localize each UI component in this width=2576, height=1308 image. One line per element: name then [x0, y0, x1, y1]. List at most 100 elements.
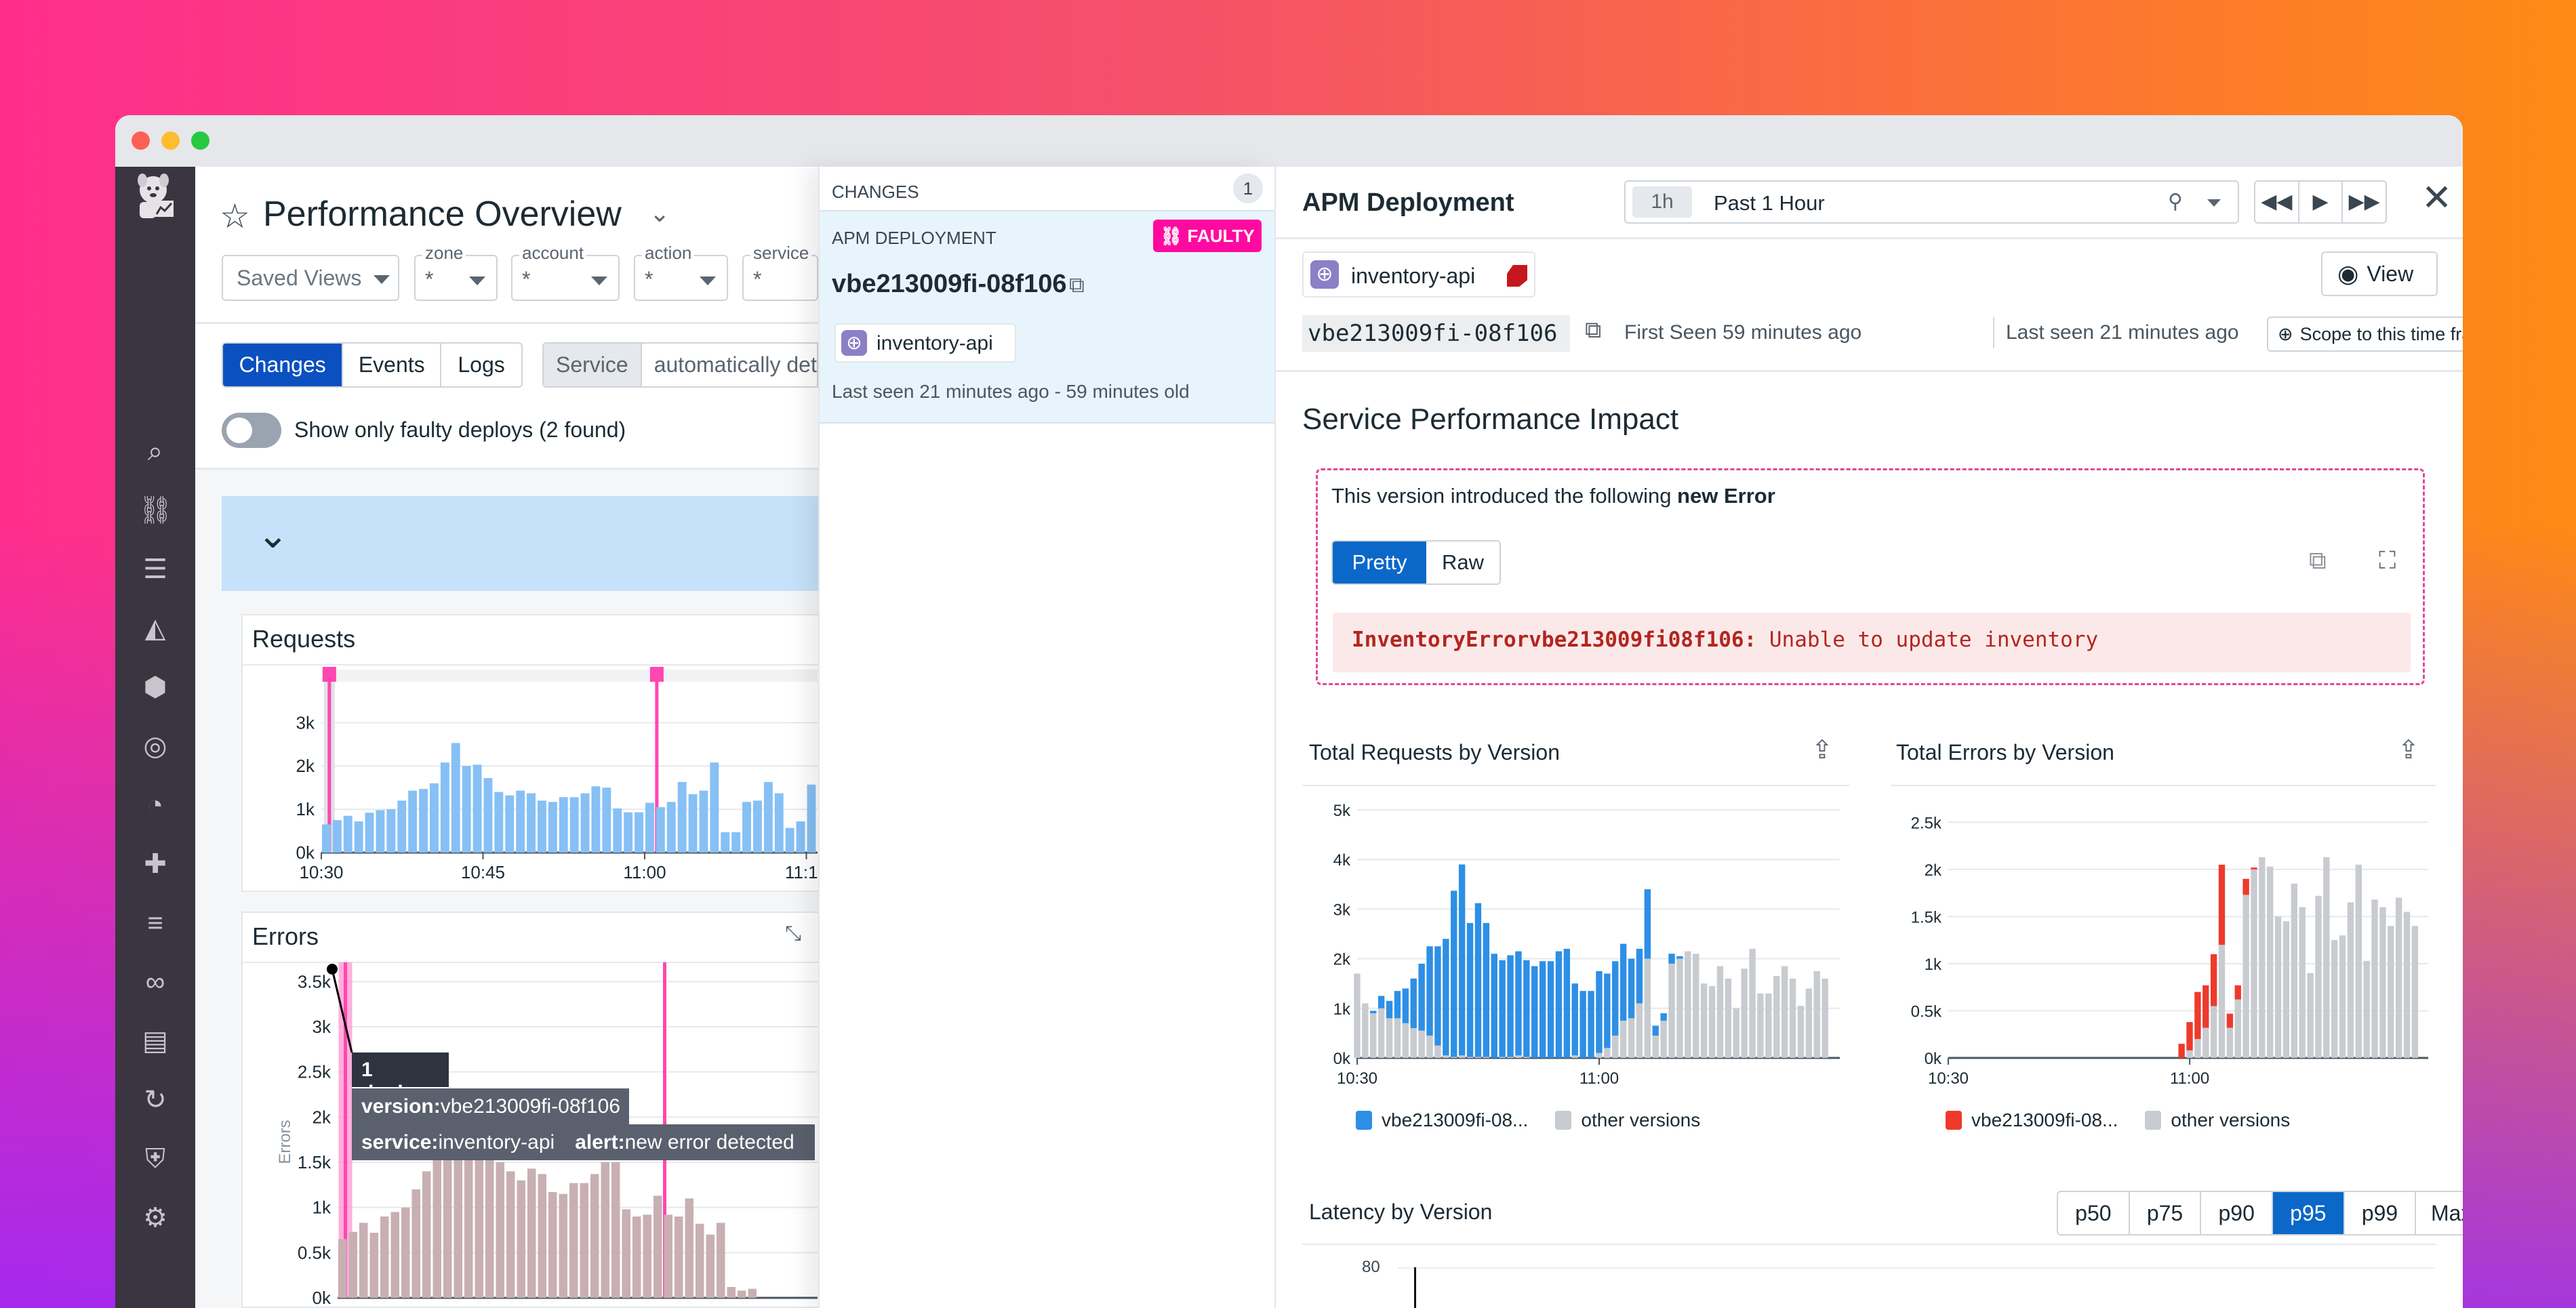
bar	[527, 1168, 536, 1298]
change-item[interactable]: APM DEPLOYMENT ⛓ FAULTY vbe213009fi-08f1…	[820, 210, 1276, 424]
bar-new-version	[1386, 1000, 1393, 1019]
collapse-chevron-icon[interactable]: ⌄	[257, 513, 289, 556]
link-icon[interactable]: ∞	[145, 967, 165, 997]
export-icon[interactable]: ⇪	[2398, 736, 2419, 764]
bar	[559, 797, 568, 853]
filter-icon[interactable]: ≡	[147, 908, 163, 938]
bar	[643, 1214, 651, 1298]
bar	[727, 1287, 736, 1298]
expand-icon[interactable]: ⛶	[2379, 546, 2396, 574]
gear-icon[interactable]: ⚙	[143, 1203, 167, 1233]
close-panel-icon[interactable]: ✕	[2421, 178, 2453, 218]
service-filter-label: Service	[544, 344, 642, 386]
legend-swatch	[1555, 1111, 1572, 1130]
fast-forward-icon[interactable]: ▶▶	[2348, 190, 2380, 213]
target-icon[interactable]: ◎	[143, 731, 167, 761]
close-window-button[interactable]	[132, 131, 150, 150]
bar-other-versions	[2299, 907, 2306, 1058]
percentile-p95[interactable]: p95	[2273, 1192, 2345, 1234]
faulty-deploys-toggle[interactable]	[222, 413, 281, 448]
search-icon[interactable]: ⌕	[147, 436, 163, 466]
tab-events[interactable]: Events	[343, 344, 442, 386]
filter-value: *	[753, 267, 762, 291]
bar	[632, 1217, 641, 1298]
filter-action[interactable]: action *	[634, 243, 728, 301]
filter-zone[interactable]: zone *	[414, 243, 498, 301]
filter-service[interactable]: service *	[742, 243, 818, 301]
bar	[645, 802, 654, 853]
bar-other-versions	[1652, 1036, 1659, 1058]
percentile-p99[interactable]: p99	[2345, 1192, 2417, 1234]
copy-icon[interactable]: ⧉	[2309, 546, 2327, 574]
list-icon[interactable]: ☰	[143, 554, 167, 584]
maximize-window-button[interactable]	[191, 131, 209, 150]
copy-icon[interactable]: ⧉	[1069, 272, 1085, 297]
deploy-marker	[322, 667, 336, 682]
group-header[interactable]: ⌄	[222, 496, 818, 591]
rewind-icon[interactable]: ◀◀	[2255, 182, 2299, 222]
saved-views-dropdown[interactable]: Saved Views	[222, 255, 399, 301]
bar	[666, 802, 676, 853]
minimize-window-button[interactable]	[161, 131, 180, 150]
area-chart-icon[interactable]: ◭	[144, 613, 166, 643]
pin-icon[interactable]: ⚲	[2168, 190, 2183, 213]
latency-marker-line	[1414, 1267, 1416, 1308]
bar	[451, 743, 460, 853]
bar-other-versions	[1451, 1057, 1457, 1058]
datadog-logo-icon[interactable]	[134, 172, 176, 221]
title-chevron-down-icon[interactable]: ⌄	[649, 199, 670, 227]
bar-other-versions	[1483, 1057, 1490, 1058]
latency-y-tick: 80	[1362, 1258, 1380, 1276]
gauge-icon[interactable]: ◔	[146, 790, 164, 820]
bar-other-versions	[2379, 907, 2386, 1058]
bar	[731, 832, 741, 853]
percentile-p50[interactable]: p50	[2058, 1192, 2130, 1234]
binoculars-icon[interactable]: ⛓	[138, 495, 173, 525]
bar	[807, 784, 816, 853]
favorite-star-icon[interactable]: ☆	[220, 197, 250, 235]
percentile-p90[interactable]: p90	[2201, 1192, 2274, 1234]
caret-down-icon	[374, 275, 390, 284]
time-picker[interactable]: 1h Past 1 Hour ⚲	[1624, 180, 2239, 224]
bar-other-versions	[1354, 973, 1361, 1058]
view-github-button[interactable]: ◉ View	[2321, 251, 2438, 296]
history-icon[interactable]: ↻	[144, 1085, 167, 1115]
percentile-max[interactable]: Max	[2430, 1201, 2463, 1225]
caret-down-icon[interactable]	[2207, 199, 2221, 207]
bar	[591, 786, 601, 853]
play-icon[interactable]: ▶	[2299, 182, 2343, 222]
filter-account[interactable]: account *	[511, 243, 620, 301]
bar-new-version	[1539, 961, 1546, 1058]
tab-pretty[interactable]: Pretty	[1333, 541, 1426, 584]
bar-other-versions	[1499, 1057, 1506, 1058]
book-icon[interactable]: ▤	[142, 1026, 168, 1056]
bar-other-versions	[2226, 1027, 2234, 1058]
view-button-label: View	[2367, 261, 2414, 286]
bar	[538, 800, 546, 853]
service-filter[interactable]: Service automatically det	[542, 342, 818, 388]
scope-time-frame-button[interactable]: ⊕ Scope to this time frame	[2267, 316, 2463, 352]
expand-icon[interactable]: ⤡	[785, 922, 801, 945]
export-icon[interactable]: ⇪	[1811, 736, 1833, 764]
legend-swatch	[1356, 1111, 1372, 1130]
bar-other-versions	[2242, 895, 2249, 1058]
y-tick-label: 0k	[313, 1288, 331, 1308]
bar-new-version	[2218, 864, 2226, 945]
service-chip[interactable]: ⊕ inventory-api	[834, 323, 1016, 363]
legend-label: other versions	[1581, 1109, 1701, 1130]
detail-service-chip[interactable]: ⊕ inventory-api	[1302, 251, 1535, 298]
tab-changes[interactable]: Changes	[223, 344, 344, 386]
bar-other-versions	[1805, 988, 1813, 1058]
bar-other-versions	[2355, 864, 2362, 1058]
puzzle-icon[interactable]: ✚	[144, 849, 167, 879]
copy-icon[interactable]: ⧉	[1585, 317, 1602, 343]
tab-raw[interactable]: Raw	[1441, 550, 1484, 574]
bar-new-version	[2178, 1044, 2185, 1058]
tab-logs[interactable]: Logs	[458, 352, 505, 377]
bar	[622, 1209, 630, 1298]
shield-icon[interactable]: ⛨	[145, 1144, 165, 1174]
service-filter-input[interactable]: automatically det	[653, 352, 817, 377]
percentile-p75[interactable]: p75	[2130, 1192, 2202, 1234]
hexagons-icon[interactable]: ⬢	[143, 672, 167, 702]
bar	[408, 790, 418, 853]
